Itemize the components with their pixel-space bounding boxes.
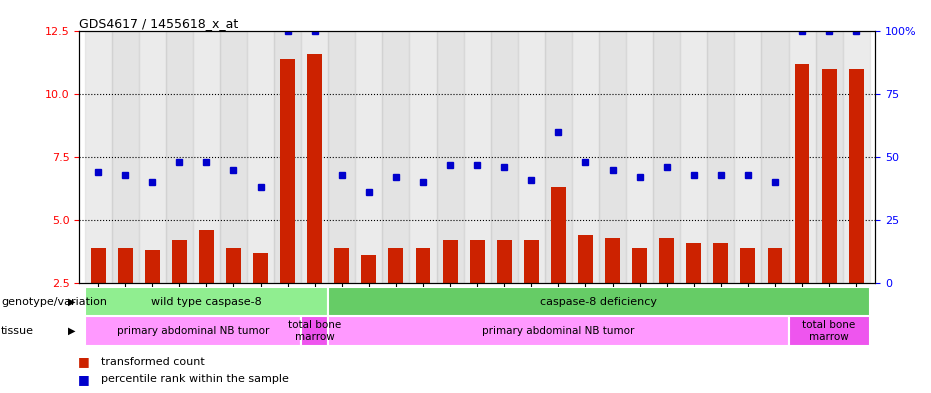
Bar bbox=[762, 31, 789, 283]
Text: wild type caspase-8: wild type caspase-8 bbox=[151, 297, 262, 307]
Bar bbox=[464, 31, 491, 283]
Bar bbox=[545, 31, 572, 283]
Text: percentile rank within the sample: percentile rank within the sample bbox=[101, 374, 289, 384]
Bar bbox=[599, 31, 626, 283]
Bar bbox=[437, 31, 464, 283]
Bar bbox=[220, 31, 247, 283]
Bar bbox=[497, 240, 512, 283]
Bar bbox=[166, 31, 193, 283]
Bar bbox=[686, 243, 701, 283]
Bar bbox=[172, 240, 187, 283]
Bar bbox=[740, 248, 755, 283]
Bar bbox=[383, 31, 410, 283]
Bar bbox=[280, 59, 295, 283]
Text: ▶: ▶ bbox=[68, 297, 75, 307]
Bar bbox=[659, 238, 674, 283]
Bar bbox=[816, 31, 843, 283]
Bar bbox=[626, 31, 654, 283]
Bar bbox=[843, 31, 870, 283]
Text: ■: ■ bbox=[78, 373, 89, 386]
Bar bbox=[329, 316, 789, 346]
Text: total bone
marrow: total bone marrow bbox=[288, 320, 342, 342]
Bar bbox=[415, 248, 430, 283]
Bar bbox=[789, 316, 870, 346]
Bar bbox=[361, 255, 376, 283]
Bar bbox=[654, 31, 681, 283]
Bar bbox=[410, 31, 437, 283]
Bar bbox=[199, 230, 214, 283]
Text: ■: ■ bbox=[78, 355, 89, 368]
Bar bbox=[735, 31, 762, 283]
Bar bbox=[442, 240, 457, 283]
Bar bbox=[85, 287, 329, 316]
Bar bbox=[139, 31, 166, 283]
Bar bbox=[334, 248, 349, 283]
Bar bbox=[145, 250, 160, 283]
Bar bbox=[193, 31, 220, 283]
Text: genotype/variation: genotype/variation bbox=[1, 297, 107, 307]
Bar bbox=[356, 31, 383, 283]
Bar bbox=[524, 240, 539, 283]
Bar bbox=[388, 248, 403, 283]
Bar bbox=[551, 187, 566, 283]
Text: primary abdominal NB tumor: primary abdominal NB tumor bbox=[116, 326, 269, 336]
Bar bbox=[767, 248, 782, 283]
Bar bbox=[307, 54, 322, 283]
Bar bbox=[274, 31, 301, 283]
Bar bbox=[301, 316, 329, 346]
Bar bbox=[794, 64, 809, 283]
Text: caspase-8 deficiency: caspase-8 deficiency bbox=[541, 297, 657, 307]
Bar bbox=[85, 316, 301, 346]
Bar bbox=[849, 69, 864, 283]
Text: transformed count: transformed count bbox=[101, 356, 204, 367]
Bar bbox=[226, 248, 241, 283]
Bar bbox=[470, 240, 484, 283]
Bar bbox=[253, 253, 268, 283]
Bar bbox=[301, 31, 329, 283]
Bar bbox=[329, 287, 870, 316]
Bar bbox=[572, 31, 599, 283]
Bar bbox=[90, 248, 105, 283]
Bar bbox=[713, 243, 728, 283]
Bar bbox=[329, 31, 356, 283]
Bar bbox=[632, 248, 647, 283]
Bar bbox=[518, 31, 545, 283]
Bar bbox=[491, 31, 518, 283]
Text: ▶: ▶ bbox=[68, 326, 75, 336]
Text: primary abdominal NB tumor: primary abdominal NB tumor bbox=[482, 326, 635, 336]
Text: tissue: tissue bbox=[1, 326, 34, 336]
Bar bbox=[605, 238, 620, 283]
Bar bbox=[112, 31, 139, 283]
Bar bbox=[789, 31, 816, 283]
Bar bbox=[117, 248, 132, 283]
Bar bbox=[578, 235, 593, 283]
Text: total bone
marrow: total bone marrow bbox=[803, 320, 856, 342]
Bar bbox=[822, 69, 837, 283]
Text: GDS4617 / 1455618_x_at: GDS4617 / 1455618_x_at bbox=[79, 17, 238, 30]
Bar bbox=[247, 31, 274, 283]
Bar bbox=[85, 31, 112, 283]
Bar bbox=[708, 31, 735, 283]
Bar bbox=[681, 31, 708, 283]
